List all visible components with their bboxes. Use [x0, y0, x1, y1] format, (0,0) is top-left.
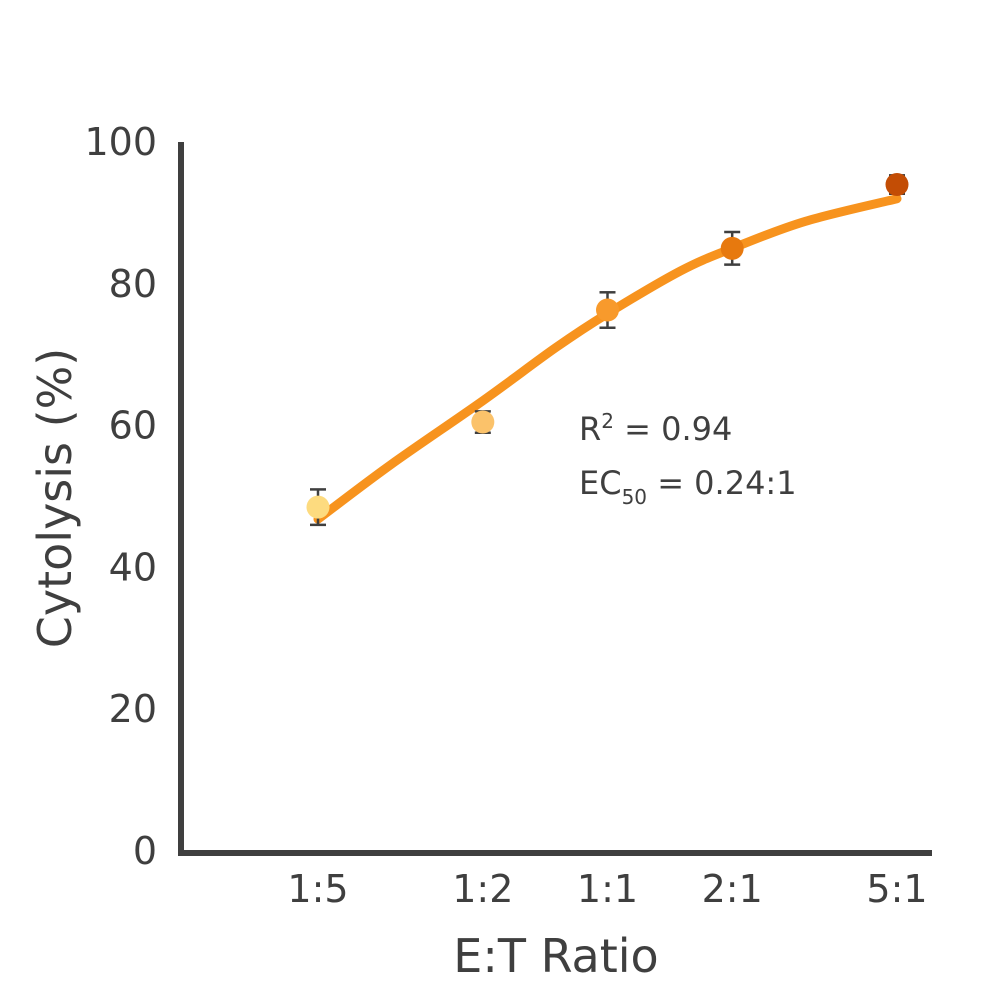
data-point — [471, 410, 495, 434]
data-point — [720, 236, 744, 260]
r-squared-superscript: 2 — [601, 409, 614, 433]
ec50-prefix: EC — [579, 464, 622, 502]
y-tick-label: 60 — [109, 404, 157, 448]
y-tick-label: 80 — [109, 262, 157, 306]
ec50-annotation: EC50 = 0.24:1 — [579, 464, 797, 509]
r-squared-value: = 0.94 — [614, 410, 732, 448]
x-tick-label: 5:1 — [866, 867, 927, 911]
x-tick-label: 1:1 — [577, 867, 638, 911]
r-squared-prefix: R — [579, 410, 601, 448]
axes — [178, 142, 932, 856]
x-axis-title: E:T Ratio — [453, 929, 658, 983]
ec50-value: = 0.24:1 — [647, 464, 797, 502]
data-point — [596, 298, 619, 322]
y-axis-title: Cytolysis (%) — [28, 348, 82, 648]
data-points — [306, 173, 909, 519]
x-tick-label: 2:1 — [702, 867, 763, 911]
data-point — [885, 173, 909, 197]
y-tick-label: 0 — [133, 829, 157, 873]
y-tick-label: 20 — [109, 687, 157, 731]
r-squared-annotation: R2 = 0.94 — [579, 409, 732, 448]
y-tick-label: 40 — [109, 545, 157, 589]
x-tick-label: 1:2 — [452, 867, 513, 911]
ec50-subscript: 50 — [622, 485, 647, 509]
x-tick-label: 1:5 — [287, 867, 348, 911]
x-tick-labels: 1:5 1:2 1:1 2:1 5:1 — [287, 867, 927, 911]
y-tick-label: 100 — [84, 120, 157, 164]
data-point — [306, 495, 330, 519]
y-tick-labels: 0 20 40 60 80 100 — [84, 120, 157, 873]
